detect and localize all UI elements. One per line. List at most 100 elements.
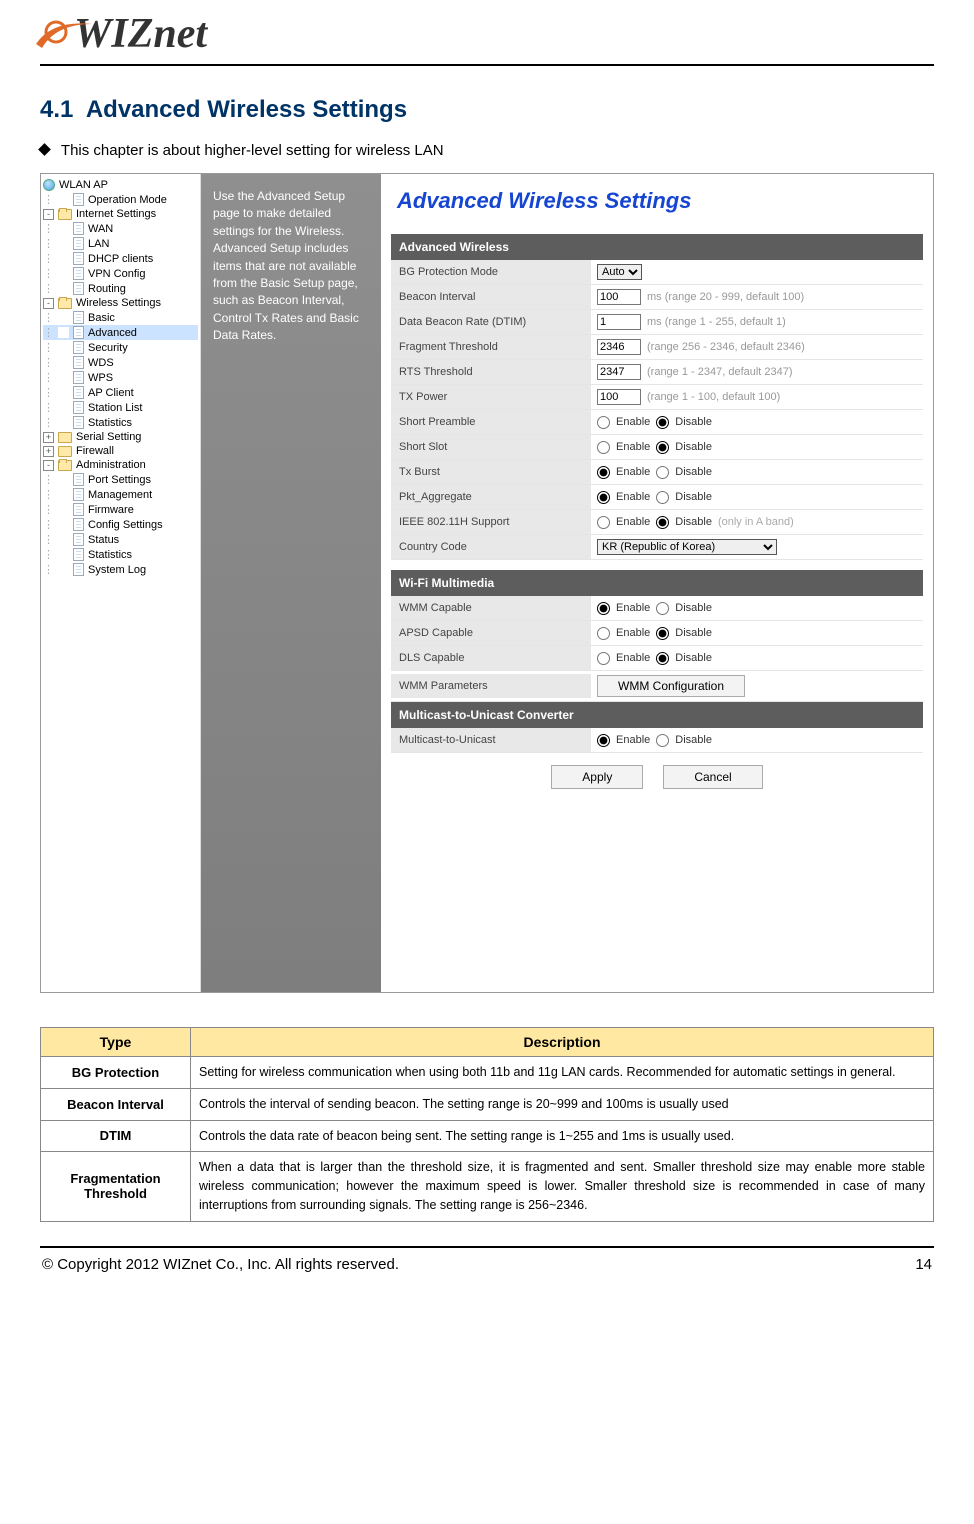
radio-disable[interactable] (656, 491, 669, 504)
tree-item-label: Management (88, 489, 152, 501)
apply-button[interactable]: Apply (551, 765, 643, 789)
tree-item[interactable]: -Administration (43, 458, 198, 472)
select-country[interactable]: KR (Republic of Korea) (597, 539, 777, 555)
tree-item[interactable]: ⋮Statistics (43, 415, 198, 430)
group-mc: Multicast-to-Unicast Converter (391, 702, 923, 728)
intro-text: This chapter is about higher-level setti… (61, 142, 444, 159)
tree-item[interactable]: ⋮WPS (43, 370, 198, 385)
radio-enable[interactable] (597, 734, 610, 747)
tree-item-label: Basic (88, 312, 115, 324)
expand-icon[interactable]: + (43, 432, 54, 443)
cancel-button[interactable]: Cancel (663, 765, 762, 789)
tree-item[interactable]: ⋮VPN Config (43, 266, 198, 281)
radio-disable[interactable] (656, 652, 669, 665)
tree-item[interactable]: ⋮Status (43, 532, 198, 547)
radio-enable[interactable] (597, 416, 610, 429)
radio-disable[interactable] (656, 466, 669, 479)
input-dtim[interactable] (597, 314, 641, 330)
label-dtim: Data Beacon Rate (DTIM) (391, 310, 591, 334)
tree-item[interactable]: ⋮System Log (43, 562, 198, 577)
expand-icon[interactable]: - (43, 209, 54, 220)
page-icon (73, 473, 84, 486)
tree-item[interactable]: +Serial Setting (43, 430, 198, 444)
radio-label: Enable (616, 416, 650, 428)
radio-label: Disable (675, 734, 712, 746)
radio-disable[interactable] (656, 602, 669, 615)
description-table: Type Description BG ProtectionSetting fo… (40, 1027, 934, 1222)
wmm-config-button[interactable]: WMM Configuration (597, 675, 745, 697)
tree-item[interactable]: ⋮Advanced (43, 325, 198, 340)
tree-item[interactable]: ⋮Config Settings (43, 517, 198, 532)
tree-item-label: Operation Mode (88, 194, 167, 206)
page-icon (73, 282, 84, 295)
tree-item[interactable]: ⋮Management (43, 487, 198, 502)
tree-root[interactable]: WLAN AP (43, 178, 198, 192)
expand-icon[interactable]: - (43, 460, 54, 471)
radio-label: Disable (675, 441, 712, 453)
radio-enable[interactable] (597, 441, 610, 454)
page-icon (73, 533, 84, 546)
radio-label: Disable (675, 627, 712, 639)
th-desc: Description (191, 1028, 934, 1057)
label-txp: TX Power (391, 385, 591, 409)
radio-disable[interactable] (656, 516, 669, 529)
tree-item[interactable]: ⋮Statistics (43, 547, 198, 562)
label-ieee: IEEE 802.11H Support (391, 510, 591, 534)
section-title: Advanced Wireless Settings (86, 96, 407, 123)
input-rts[interactable] (597, 364, 641, 380)
tree-item[interactable]: ⋮Basic (43, 310, 198, 325)
tree-item[interactable]: ⋮Firmware (43, 502, 198, 517)
tree-item[interactable]: ⋮WDS (43, 355, 198, 370)
tree-item[interactable]: +Firewall (43, 444, 198, 458)
radio-disable[interactable] (656, 734, 669, 747)
expand-icon[interactable]: - (43, 298, 54, 309)
radio-enable[interactable] (597, 516, 610, 529)
input-txp[interactable] (597, 389, 641, 405)
tree-item[interactable]: ⋮WAN (43, 221, 198, 236)
expand-icon[interactable]: + (43, 446, 54, 457)
tree-item[interactable]: ⋮Security (43, 340, 198, 355)
tree-item-label: VPN Config (88, 268, 145, 280)
label-pkt: Pkt_Aggregate (391, 485, 591, 509)
tree-item[interactable]: ⋮Operation Mode (43, 192, 198, 207)
radio-enable[interactable] (597, 652, 610, 665)
tree-item[interactable]: -Internet Settings (43, 207, 198, 221)
tree-item[interactable]: ⋮DHCP clients (43, 251, 198, 266)
folder-icon (58, 460, 72, 471)
help-text: Use the Advanced Setup page to make deta… (213, 189, 359, 342)
tree-item[interactable]: ⋮LAN (43, 236, 198, 251)
radio-label: Enable (616, 734, 650, 746)
tree-item[interactable]: -Wireless Settings (43, 296, 198, 310)
radio-enable[interactable] (597, 627, 610, 640)
hint-rts: (range 1 - 2347, default 2347) (647, 366, 793, 378)
tree-item[interactable]: ⋮Routing (43, 281, 198, 296)
hint-txp: (range 1 - 100, default 100) (647, 391, 780, 403)
tree-item-label: Station List (88, 402, 142, 414)
label-rts: RTS Threshold (391, 360, 591, 384)
table-row: Fragmentation ThresholdWhen a data that … (41, 1152, 934, 1221)
radio-disable[interactable] (656, 416, 669, 429)
input-frag[interactable] (597, 339, 641, 355)
radio-enable[interactable] (597, 466, 610, 479)
tree-item[interactable]: ⋮Port Settings (43, 472, 198, 487)
tree-item-label: System Log (88, 564, 146, 576)
tree-item[interactable]: ⋮AP Client (43, 385, 198, 400)
radio-disable[interactable] (656, 441, 669, 454)
embedded-screenshot: WLAN AP ⋮Operation Mode-Internet Setting… (40, 173, 934, 993)
page-icon (73, 503, 84, 516)
radio-enable[interactable] (597, 602, 610, 615)
tree-item[interactable]: ⋮Station List (43, 400, 198, 415)
label-wmmparam: WMM Parameters (391, 674, 591, 698)
select-bg-mode[interactable]: Auto (597, 264, 642, 280)
tree-item-label: WAN (88, 223, 113, 235)
tree-item-label: AP Client (88, 387, 134, 399)
radio-label: Enable (616, 441, 650, 453)
radio-disable[interactable] (656, 627, 669, 640)
settings-panel: Advanced Wireless Settings Advanced Wire… (381, 174, 933, 992)
label-sslot: Short Slot (391, 435, 591, 459)
radio-enable[interactable] (597, 491, 610, 504)
tree-item-label: LAN (88, 238, 109, 250)
th-type: Type (41, 1028, 191, 1057)
label-frag: Fragment Threshold (391, 335, 591, 359)
input-beacon[interactable] (597, 289, 641, 305)
